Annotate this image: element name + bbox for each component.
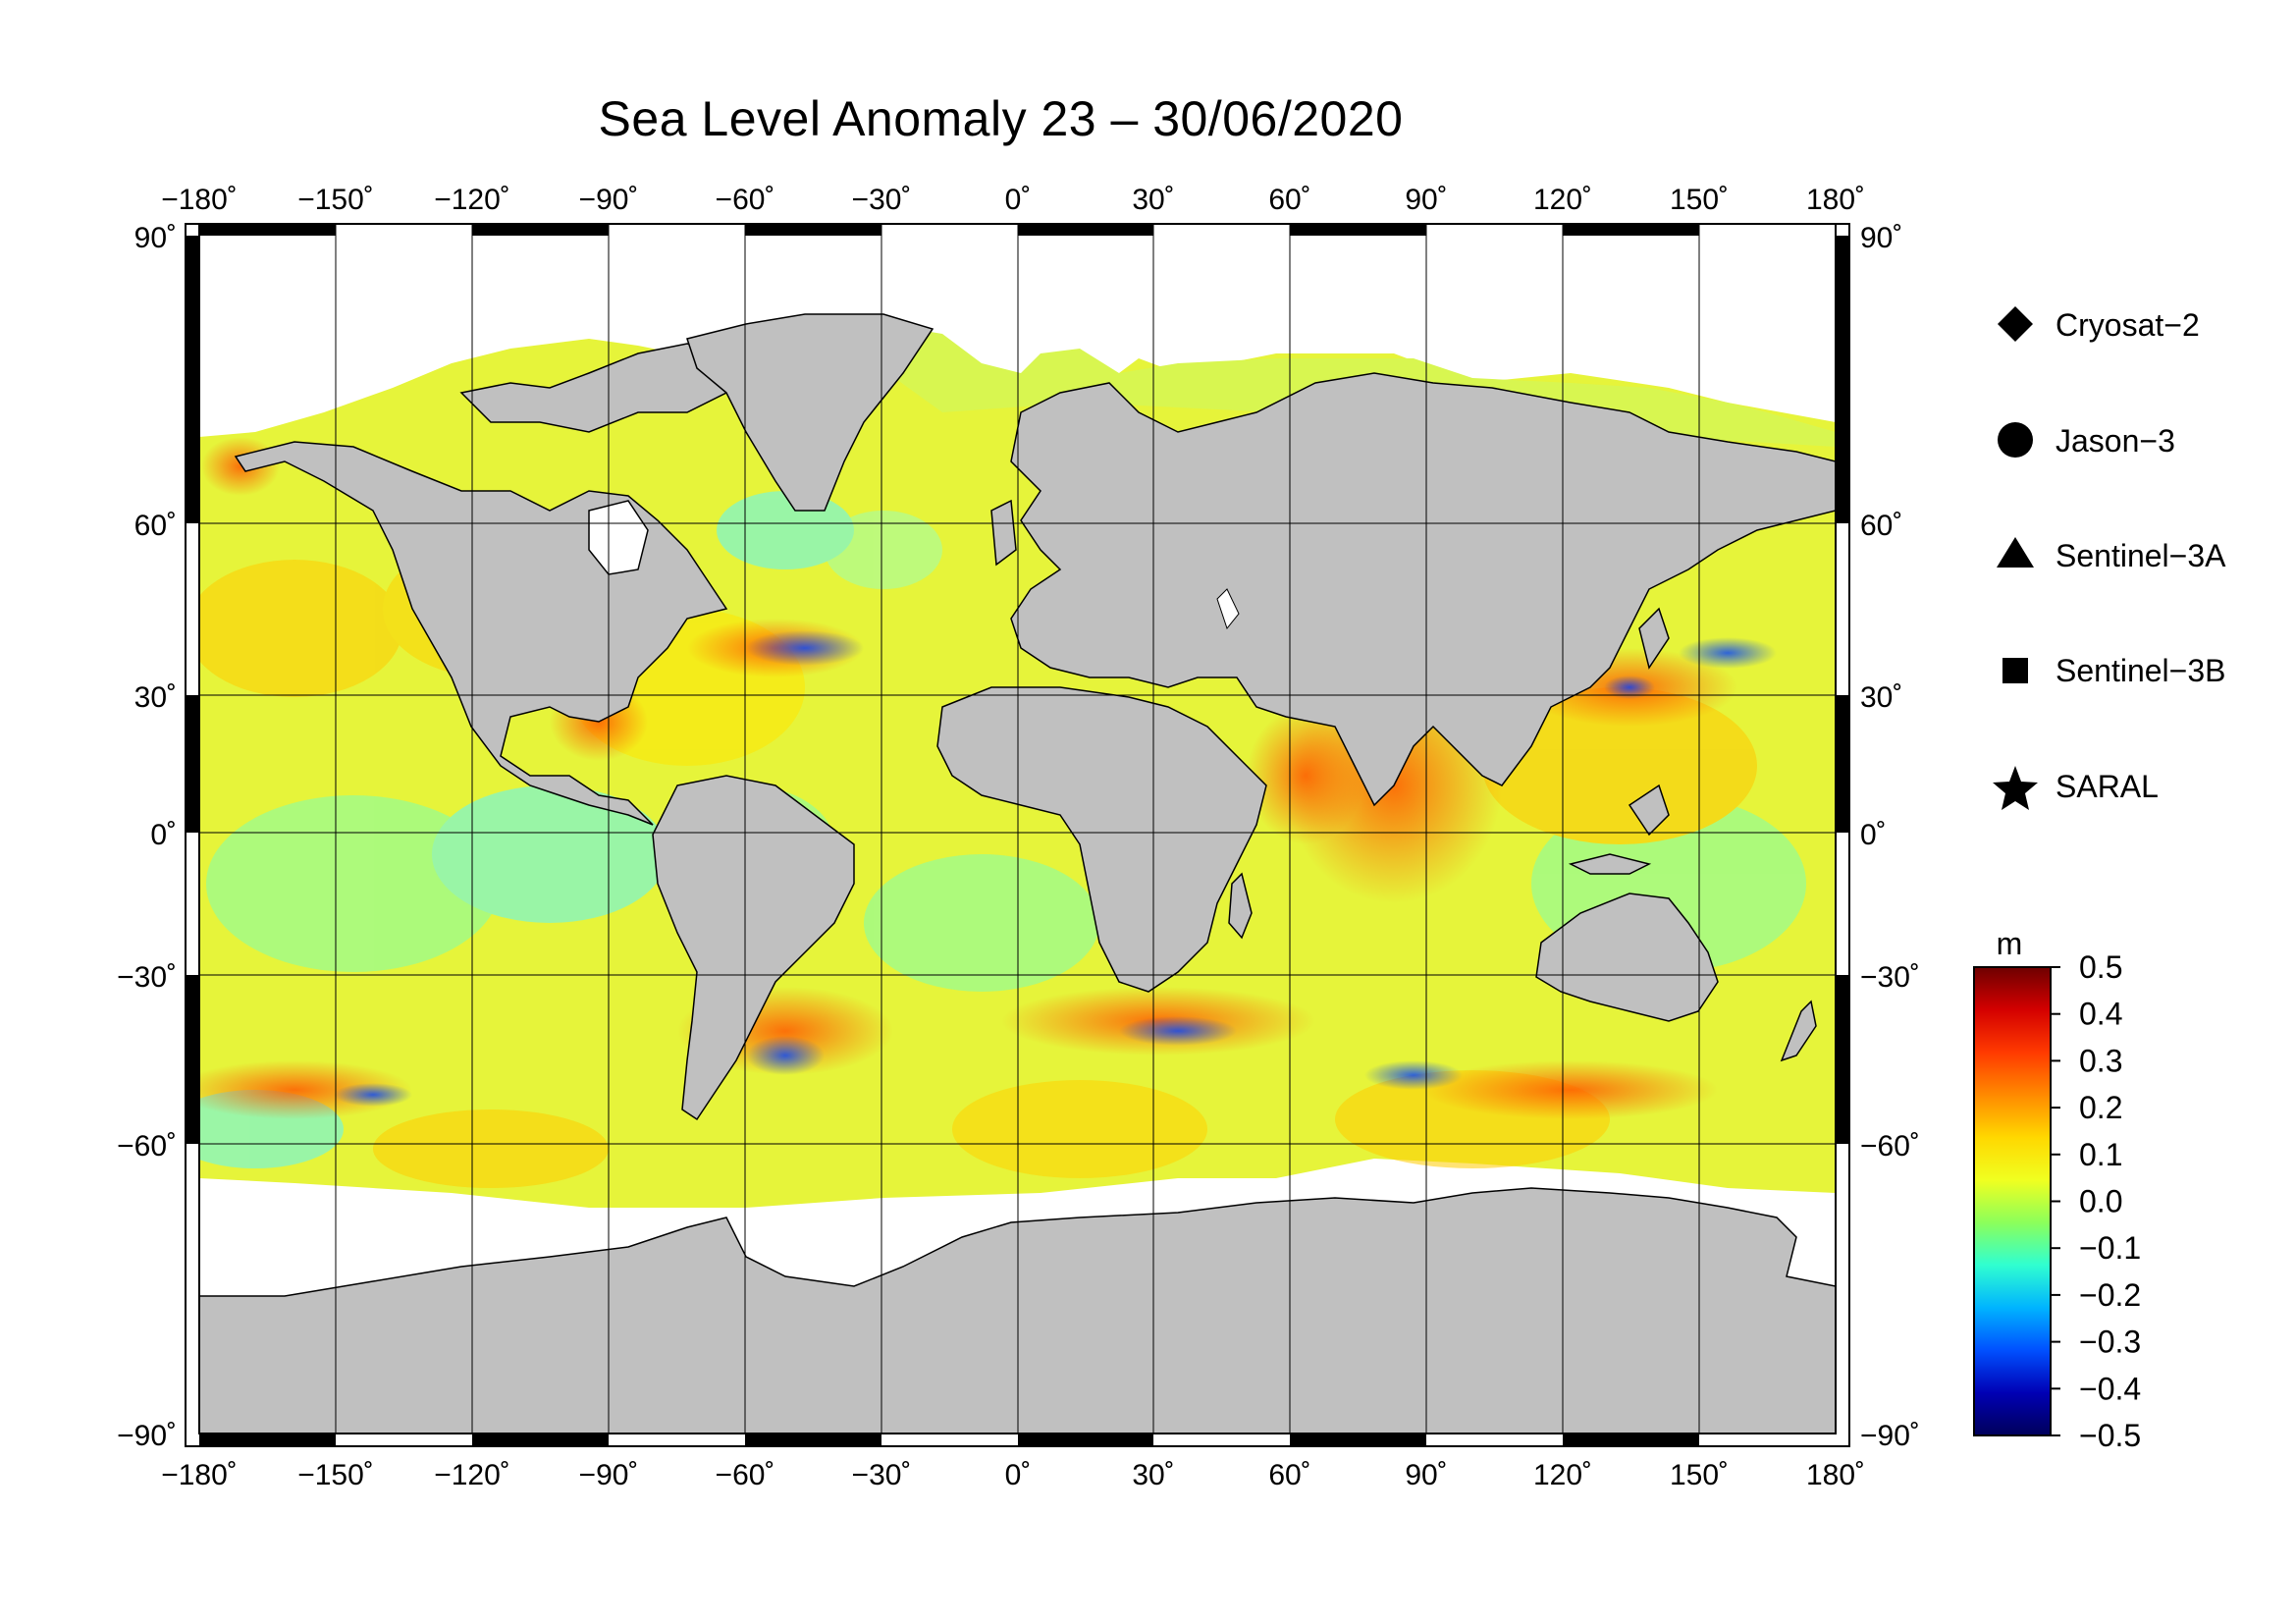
legend-label: Cryosat−2 — [2056, 307, 2200, 343]
map-title: Sea Level Anomaly 23 – 30/06/2020 — [598, 91, 1404, 146]
africa — [936, 686, 1267, 993]
lat-tick-label: 60˚ — [1860, 510, 1902, 542]
lon-tick-label: 120˚ — [1533, 184, 1592, 216]
left-lat-labels: 90˚ 60˚ 30˚ 0˚ −30˚ −60˚ −90˚ — [117, 222, 177, 1452]
lon-tick-label: −30˚ — [852, 184, 912, 216]
lon-tick-label: −180˚ — [161, 184, 238, 216]
caspian-sea — [1216, 588, 1240, 630]
lon-tick-label: 0˚ — [1005, 1459, 1032, 1491]
lat-tick-label: 90˚ — [134, 222, 177, 254]
diamond-icon — [1998, 306, 2033, 342]
australia — [1535, 893, 1719, 1022]
legend-item: Sentinel−3A — [1997, 537, 2226, 573]
south-america — [652, 775, 855, 1121]
colorbar-tick-label: 0.3 — [2079, 1043, 2122, 1078]
map-frame — [185, 223, 1850, 1447]
lat-tick-label: −60˚ — [1860, 1130, 1920, 1163]
lon-tick-label: 180˚ — [1806, 184, 1865, 216]
colorbar-scale — [1973, 966, 2052, 1436]
star-icon — [1993, 766, 2038, 810]
lat-tick-label: 60˚ — [134, 510, 177, 542]
legend-label: SARAL — [2056, 769, 2159, 804]
lon-tick-label: 150˚ — [1670, 1459, 1729, 1491]
legend-label: Sentinel−3B — [2056, 653, 2225, 688]
lon-tick-label: 180˚ — [1806, 1459, 1865, 1491]
lon-tick-label: −180˚ — [161, 1459, 238, 1491]
top-lon-labels: −180˚ −150˚ −120˚ −90˚ −60˚ −30˚ 0˚ 30˚ … — [161, 184, 1865, 216]
lat-tick-label: 30˚ — [1860, 681, 1902, 714]
right-lat-labels: 90˚ 60˚ 30˚ 0˚ −30˚ −60˚ −90˚ — [1860, 222, 1920, 1452]
lat-tick-label: −60˚ — [117, 1130, 177, 1163]
lat-tick-label: 30˚ — [134, 681, 177, 714]
legend-item: Sentinel−3B — [2002, 653, 2225, 688]
lat-tick-label: 90˚ — [1860, 222, 1902, 254]
colorbar-tick-label: −0.3 — [2079, 1325, 2141, 1360]
lon-tick-label: 90˚ — [1405, 1459, 1447, 1491]
legend-item: Jason−3 — [1998, 422, 2175, 459]
legend-label: Sentinel−3A — [2056, 538, 2226, 573]
legend-label: Jason−3 — [2056, 423, 2175, 459]
greenland — [686, 313, 934, 512]
colorbar-tick-label: 0.2 — [2079, 1090, 2122, 1125]
lon-tick-label: −120˚ — [434, 184, 510, 216]
colorbar: m 0.5 0.4 0.3 0.2 0.1 0.0 −0.1 −0.2 −0.3 −0.4 −0.5 — [1973, 926, 2141, 1453]
lat-tick-label: −90˚ — [117, 1420, 177, 1452]
lon-tick-label: 30˚ — [1132, 184, 1174, 216]
lon-tick-label: −150˚ — [297, 184, 374, 216]
circle-icon — [1998, 422, 2033, 458]
lon-tick-label: −150˚ — [297, 1459, 374, 1491]
lon-tick-label: 120˚ — [1533, 1459, 1592, 1491]
map-area — [199, 224, 1836, 1434]
colorbar-tick-label: 0.0 — [2079, 1184, 2122, 1219]
lon-tick-label: −60˚ — [716, 184, 775, 216]
lat-tick-label: −30˚ — [117, 961, 177, 994]
lon-tick-label: 60˚ — [1268, 1459, 1310, 1491]
lon-tick-label: −30˚ — [852, 1459, 912, 1491]
legend-item: Cryosat−2 — [1998, 306, 2200, 343]
colorbar-tick-label: 0.5 — [2079, 949, 2122, 985]
colorbar-unit: m — [1997, 926, 2023, 961]
colorbar-tick-label: 0.1 — [2079, 1137, 2122, 1172]
colorbar-tick-label: −0.2 — [2079, 1277, 2141, 1313]
lon-tick-label: −120˚ — [434, 1459, 510, 1491]
colorbar-tick-label: −0.5 — [2079, 1418, 2141, 1453]
colorbar-tick-label: −0.4 — [2079, 1371, 2141, 1406]
lon-tick-label: 30˚ — [1132, 1459, 1174, 1491]
lat-tick-label: −90˚ — [1860, 1420, 1920, 1452]
lon-tick-label: 0˚ — [1005, 184, 1032, 216]
lon-tick-label: 90˚ — [1405, 184, 1447, 216]
satellite-legend: Cryosat−2 Jason−3 Sentinel−3A Sentinel−3… — [1993, 306, 2226, 810]
lon-tick-label: −90˚ — [579, 184, 639, 216]
legend-item: SARAL — [1993, 766, 2159, 810]
colorbar-tick-label: −0.1 — [2079, 1230, 2141, 1266]
negative-anomalies — [334, 630, 1777, 1107]
lat-tick-label: −30˚ — [1860, 961, 1920, 994]
graticule — [199, 224, 1836, 1434]
lat-tick-label: 0˚ — [1860, 819, 1887, 851]
lat-tick-label: 0˚ — [150, 819, 177, 851]
colorbar-tick-label: 0.4 — [2079, 997, 2122, 1032]
bottom-lon-labels: −180˚ −150˚ −120˚ −90˚ −60˚ −30˚ 0˚ 30˚ … — [161, 1459, 1865, 1491]
lon-tick-label: −90˚ — [579, 1459, 639, 1491]
lon-tick-label: −60˚ — [716, 1459, 775, 1491]
lon-tick-label: 150˚ — [1670, 184, 1729, 216]
square-icon — [2002, 658, 2028, 683]
colorbar-ticks: 0.5 0.4 0.3 0.2 0.1 0.0 −0.1 −0.2 −0.3 −0.4 −0.5 — [2051, 949, 2141, 1453]
triangle-icon — [1997, 537, 2034, 568]
eurasia — [1010, 372, 1836, 807]
lon-tick-label: 60˚ — [1268, 184, 1310, 216]
